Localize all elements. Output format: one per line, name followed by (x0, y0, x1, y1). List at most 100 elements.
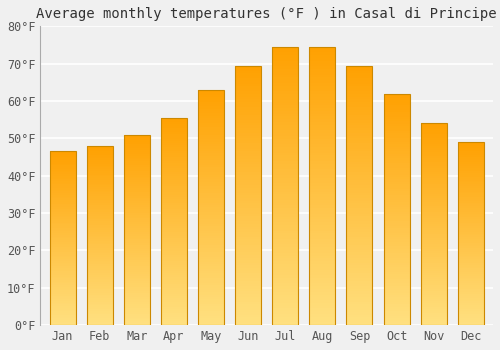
Bar (346, 151, 372, 154)
Bar (384, 172, 409, 175)
Bar (124, 255, 150, 257)
Bar (346, 239, 372, 242)
Bar (198, 252, 224, 254)
Bar (235, 104, 261, 107)
Bar (346, 273, 372, 276)
Bar (384, 93, 409, 96)
Bar (310, 164, 336, 167)
Bar (161, 304, 187, 307)
Bar (384, 267, 409, 270)
Bar (346, 317, 372, 320)
Bar (86, 273, 113, 275)
Bar (346, 175, 372, 177)
Bar (198, 113, 224, 116)
Bar (50, 309, 76, 311)
Bar (458, 310, 484, 313)
Bar (86, 270, 113, 271)
Bar (272, 308, 298, 311)
Bar (86, 243, 113, 245)
Bar (420, 154, 446, 156)
Bar (310, 91, 336, 94)
Bar (86, 277, 113, 279)
Bar (198, 288, 224, 290)
Bar (124, 274, 150, 276)
Bar (458, 258, 484, 259)
Bar (310, 69, 336, 72)
Bar (235, 156, 261, 159)
Bar (124, 296, 150, 299)
Bar (235, 107, 261, 110)
Bar (420, 140, 446, 142)
Bar (86, 289, 113, 291)
Bar (86, 202, 113, 203)
Bar (272, 300, 298, 303)
Bar (161, 224, 187, 226)
Bar (384, 228, 409, 230)
Bar (420, 130, 446, 132)
Bar (198, 247, 224, 250)
Bar (86, 166, 113, 167)
Bar (161, 217, 187, 219)
Bar (124, 218, 150, 220)
Bar (86, 218, 113, 219)
Bar (124, 266, 150, 268)
Bar (235, 307, 261, 310)
Bar (198, 191, 224, 193)
Bar (310, 317, 336, 320)
Bar (420, 200, 446, 202)
Bar (272, 80, 298, 83)
Bar (458, 210, 484, 212)
Bar (124, 226, 150, 228)
Bar (346, 281, 372, 284)
Bar (161, 261, 187, 263)
Bar (384, 262, 409, 265)
Bar (50, 159, 76, 160)
Bar (161, 141, 187, 143)
Bar (161, 166, 187, 168)
Bar (310, 303, 336, 306)
Bar (124, 245, 150, 247)
Bar (50, 315, 76, 316)
Bar (310, 194, 336, 197)
Bar (272, 127, 298, 130)
Bar (86, 183, 113, 185)
Bar (420, 267, 446, 269)
Bar (420, 210, 446, 212)
Bar (384, 126, 409, 128)
Bar (272, 317, 298, 320)
Bar (384, 256, 409, 258)
Bar (161, 321, 187, 323)
Bar (310, 214, 336, 217)
Bar (272, 183, 298, 186)
Bar (198, 127, 224, 130)
Bar (346, 71, 372, 73)
Bar (420, 228, 446, 230)
Bar (235, 162, 261, 164)
Bar (384, 288, 409, 290)
Bar (458, 279, 484, 281)
Bar (272, 261, 298, 264)
Bar (310, 314, 336, 317)
Bar (384, 281, 409, 284)
Bar (86, 205, 113, 207)
Bar (124, 194, 150, 196)
Bar (458, 268, 484, 270)
Bar (458, 208, 484, 210)
Bar (235, 81, 261, 84)
Bar (272, 97, 298, 100)
Bar (235, 118, 261, 120)
Bar (346, 297, 372, 299)
Bar (124, 203, 150, 205)
Bar (124, 154, 150, 156)
Bar (272, 181, 298, 183)
Bar (458, 160, 484, 162)
Bar (235, 125, 261, 128)
Bar (310, 281, 336, 284)
Bar (310, 86, 336, 89)
Bar (420, 289, 446, 291)
Bar (458, 142, 484, 325)
Bar (310, 228, 336, 231)
Bar (310, 181, 336, 183)
Bar (384, 323, 409, 325)
Bar (50, 251, 76, 252)
